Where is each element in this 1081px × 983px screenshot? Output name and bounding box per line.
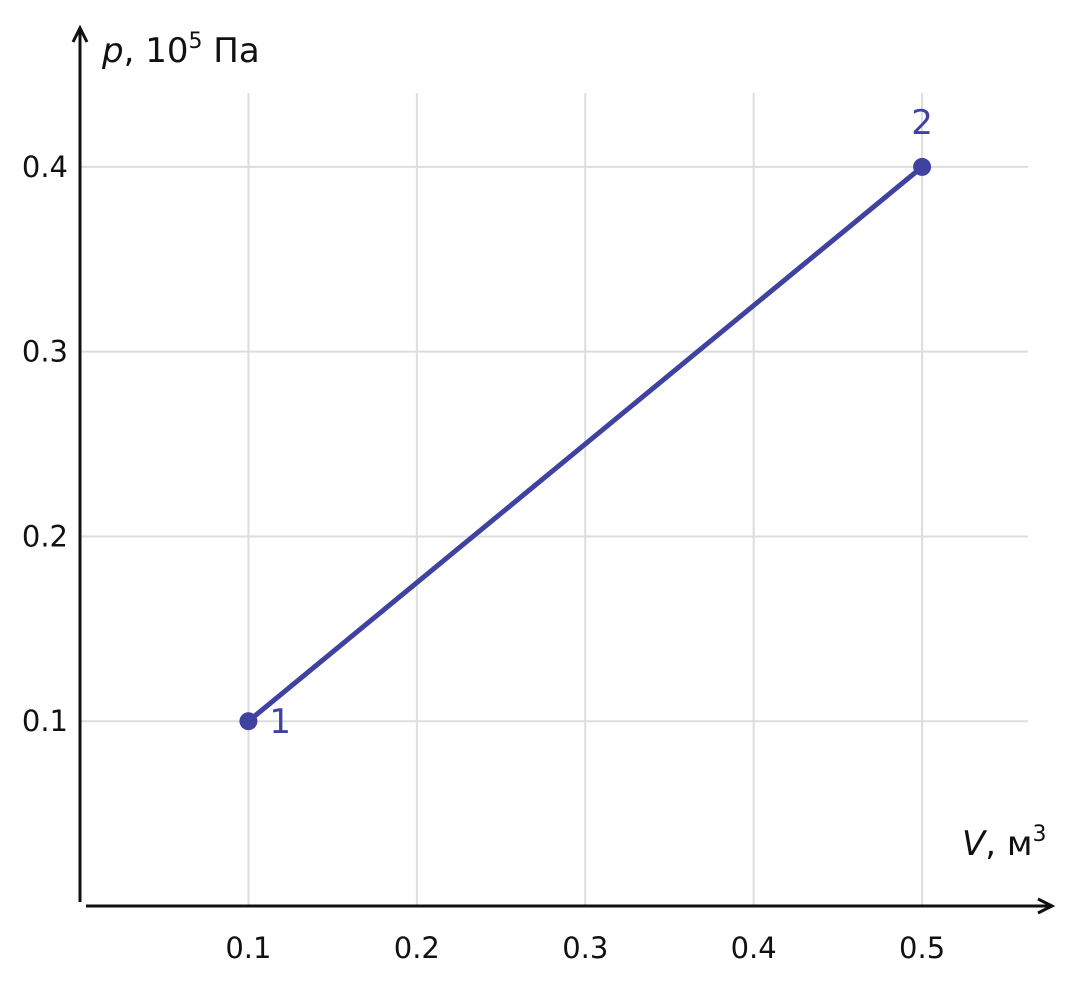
data-point-2 <box>913 157 932 176</box>
axes <box>71 24 1056 915</box>
y-axis-unit-pre: , 10 <box>124 31 189 71</box>
point-label-1: 1 <box>269 702 291 742</box>
x-tick-label: 0.5 <box>899 931 945 965</box>
y-tick-label: 0.3 <box>22 335 68 369</box>
x-tick-label: 0.4 <box>731 931 777 965</box>
x-tick-label: 0.3 <box>562 931 608 965</box>
y-axis-unit-exp: 5 <box>188 29 202 54</box>
x-tick-label: 0.2 <box>394 931 440 965</box>
y-axis-unit-post: Па <box>202 31 259 71</box>
point-label-2: 2 <box>911 103 933 143</box>
series-line <box>245 164 925 724</box>
plot-area: 12 <box>239 103 933 742</box>
y-axis-arrow <box>71 24 89 43</box>
y-axis-title: p, 105 Па <box>101 29 260 71</box>
y-tick-label: 0.2 <box>22 519 68 553</box>
y-tick-label: 0.4 <box>22 150 68 184</box>
y-tick-label: 0.1 <box>22 704 68 738</box>
data-point-1 <box>239 712 258 731</box>
x-axis-arrow <box>1037 897 1056 915</box>
x-axis-title: V, м3 <box>962 822 1047 864</box>
tick-labels: 0.1 0.2 0.3 0.4 0.5 0.1 0.2 0.3 0.4 <box>22 150 945 965</box>
y-axis-var: p <box>101 31 124 71</box>
x-tick-label: 0.1 <box>225 931 271 965</box>
x-axis-unit-exp: 3 <box>1033 822 1047 847</box>
grid <box>80 93 1028 906</box>
x-axis-unit: , м <box>985 824 1032 864</box>
x-axis-var: V <box>962 824 988 864</box>
